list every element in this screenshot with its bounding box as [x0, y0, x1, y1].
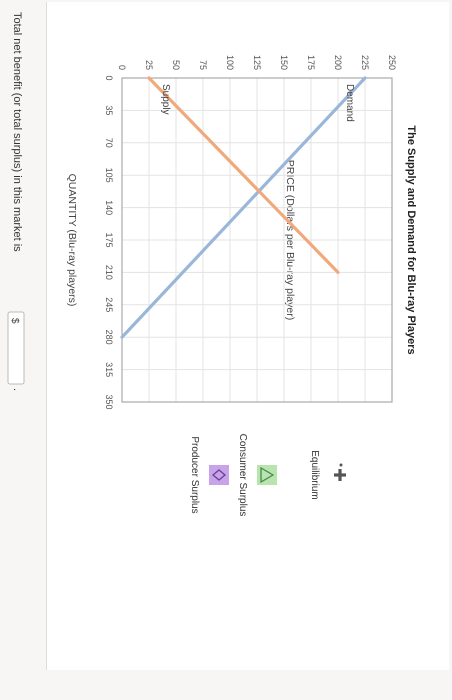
dollar-prefix: $	[9, 318, 20, 324]
x-tick-label: 245	[104, 297, 114, 312]
x-tick-label: 175	[104, 232, 114, 247]
x-tick-label: 0	[104, 75, 114, 80]
y-tick-label: 0	[117, 65, 127, 70]
x-axis-label: QUANTITY (Blu-ray players)	[66, 174, 78, 307]
series-labels: Demand Supply	[160, 84, 355, 122]
x-tick-label: 210	[104, 265, 114, 280]
gridlines	[121, 77, 393, 403]
y-tick-label: 75	[198, 60, 208, 70]
triangle-icon	[257, 465, 277, 485]
x-tick-label: 70	[104, 138, 114, 148]
x-tick-label: 140	[104, 200, 114, 215]
x-tick-label: 35	[104, 105, 114, 115]
y-tick-label: 100	[225, 55, 235, 70]
tick-labels: 0 25 50 75 100 125 150 175 200 225 250 0 35 70 105 140 1…	[104, 55, 397, 410]
x-tick-label: 280	[104, 330, 114, 345]
diamond-icon	[209, 465, 229, 485]
plot-border	[121, 77, 393, 403]
y-tick-label: 150	[279, 55, 289, 70]
producer-surplus-tool[interactable]: Producer Surplus	[189, 436, 229, 514]
question-row: Total net benefit (or total surplus) in …	[7, 12, 25, 391]
demand-curve-label: Demand	[344, 84, 355, 122]
answer-input[interactable]: $	[7, 311, 25, 385]
chart-title: The Supply and Demand for Blu-ray Player…	[405, 125, 417, 354]
plus-marker-icon	[334, 463, 346, 481]
content-panel	[46, 2, 449, 670]
x-tick-label: 105	[104, 168, 114, 183]
legend-consumer-surplus-label: Consumer Surplus	[237, 434, 248, 517]
legend-equilibrium-label: Equilibrium	[309, 450, 320, 499]
y-tick-label: 250	[387, 55, 397, 70]
equilibrium-tool[interactable]: Equilibrium	[309, 450, 346, 500]
y-tick-label: 25	[144, 60, 154, 70]
period-mark: .	[11, 388, 23, 391]
x-tick-label: 350	[104, 394, 114, 409]
y-tick-label: 225	[360, 55, 370, 70]
series-lines	[120, 76, 367, 339]
y-tick-label: 125	[252, 55, 262, 70]
legend-producer-surplus-label: Producer Surplus	[189, 436, 200, 513]
x-tick-label: 315	[104, 362, 114, 377]
supply-curve-label: Supply	[160, 84, 171, 115]
consumer-surplus-tool[interactable]: Consumer Surplus	[237, 434, 277, 517]
y-tick-label: 200	[333, 55, 343, 70]
question-text: Total net benefit (or total surplus) in …	[11, 12, 23, 252]
legend: Equilibrium Consumer Surplus Producer Su…	[189, 434, 346, 517]
y-tick-label: 50	[171, 60, 181, 70]
y-tick-label: 175	[306, 55, 316, 70]
demand-curve	[120, 76, 367, 339]
supply-curve	[147, 76, 340, 274]
